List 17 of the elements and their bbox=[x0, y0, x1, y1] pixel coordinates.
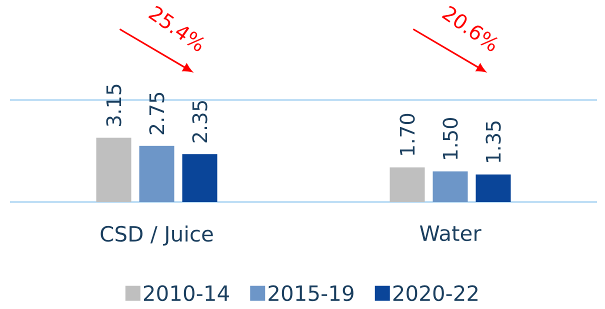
x-tick-label: CSD / Juice bbox=[100, 226, 213, 246]
data-label: 1.50 bbox=[442, 118, 458, 159]
bar bbox=[432, 171, 468, 202]
x-tick-label: Water bbox=[420, 226, 482, 242]
bar bbox=[182, 154, 218, 202]
data-label: 2.75 bbox=[149, 92, 164, 134]
legend-label: 2020-22 bbox=[393, 285, 478, 302]
bar bbox=[96, 138, 132, 202]
bar bbox=[390, 167, 425, 202]
legend-label: 2010-14 bbox=[144, 285, 229, 302]
bar bbox=[139, 146, 174, 202]
bar bbox=[476, 174, 511, 202]
data-label: 1.35 bbox=[486, 121, 501, 162]
data-label: 3.15 bbox=[106, 84, 122, 126]
data-label: 2.35 bbox=[192, 101, 208, 142]
legend-label: 2015-19 bbox=[268, 285, 354, 302]
data-label: 1.70 bbox=[400, 114, 415, 155]
